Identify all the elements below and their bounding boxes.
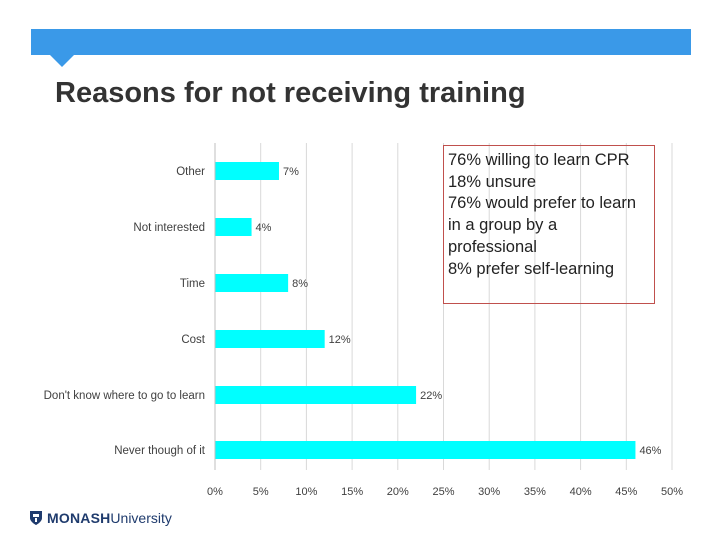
bar — [215, 274, 289, 292]
logo-name: MONASH — [47, 510, 111, 526]
bar — [215, 218, 252, 236]
callout-line-2: 18% unsure — [448, 172, 537, 191]
x-tick-label: 20% — [387, 486, 409, 498]
category-label: Never though of it — [114, 445, 206, 457]
data-label: 12% — [329, 334, 351, 346]
callout-box: 76% willing to learn CPR 18% unsure 76% … — [443, 145, 655, 304]
header-band-notch — [50, 55, 74, 67]
category-label: Not interested — [133, 222, 205, 234]
bar — [215, 441, 636, 459]
data-label: 8% — [292, 278, 308, 290]
x-tick-label: 25% — [432, 486, 454, 498]
bar — [215, 330, 325, 348]
data-label: 7% — [283, 166, 299, 178]
x-tick-label: 30% — [478, 486, 500, 498]
x-tick-label: 45% — [615, 486, 637, 498]
x-tick-label: 10% — [295, 486, 317, 498]
bar — [215, 386, 417, 404]
x-tick-label: 0% — [207, 486, 223, 498]
callout-line-3: 76% would prefer to learn in a group by … — [448, 194, 637, 256]
x-tick-label: 50% — [661, 486, 683, 498]
category-label: Cost — [181, 334, 205, 346]
data-label: 46% — [639, 445, 661, 457]
slide-title: Reasons for not receiving training — [55, 77, 526, 109]
shield-crest-icon — [30, 511, 42, 525]
x-tick-label: 35% — [524, 486, 546, 498]
x-tick-label: 15% — [341, 486, 363, 498]
data-label: 22% — [420, 390, 442, 402]
monash-logo: MONASH University — [29, 508, 172, 528]
category-label: Other — [176, 166, 205, 178]
x-tick-label: 40% — [570, 486, 592, 498]
data-label: 4% — [256, 222, 272, 234]
x-tick-label: 5% — [253, 486, 269, 498]
header-band — [31, 29, 691, 55]
bar — [215, 162, 279, 180]
category-label: Time — [180, 278, 205, 290]
logo-suffix: University — [110, 510, 172, 526]
callout-line-4: 8% prefer self-learning — [448, 259, 614, 278]
category-label: Don't know where to go to learn — [44, 390, 205, 402]
callout-line-1: 76% willing to learn CPR — [448, 151, 630, 169]
